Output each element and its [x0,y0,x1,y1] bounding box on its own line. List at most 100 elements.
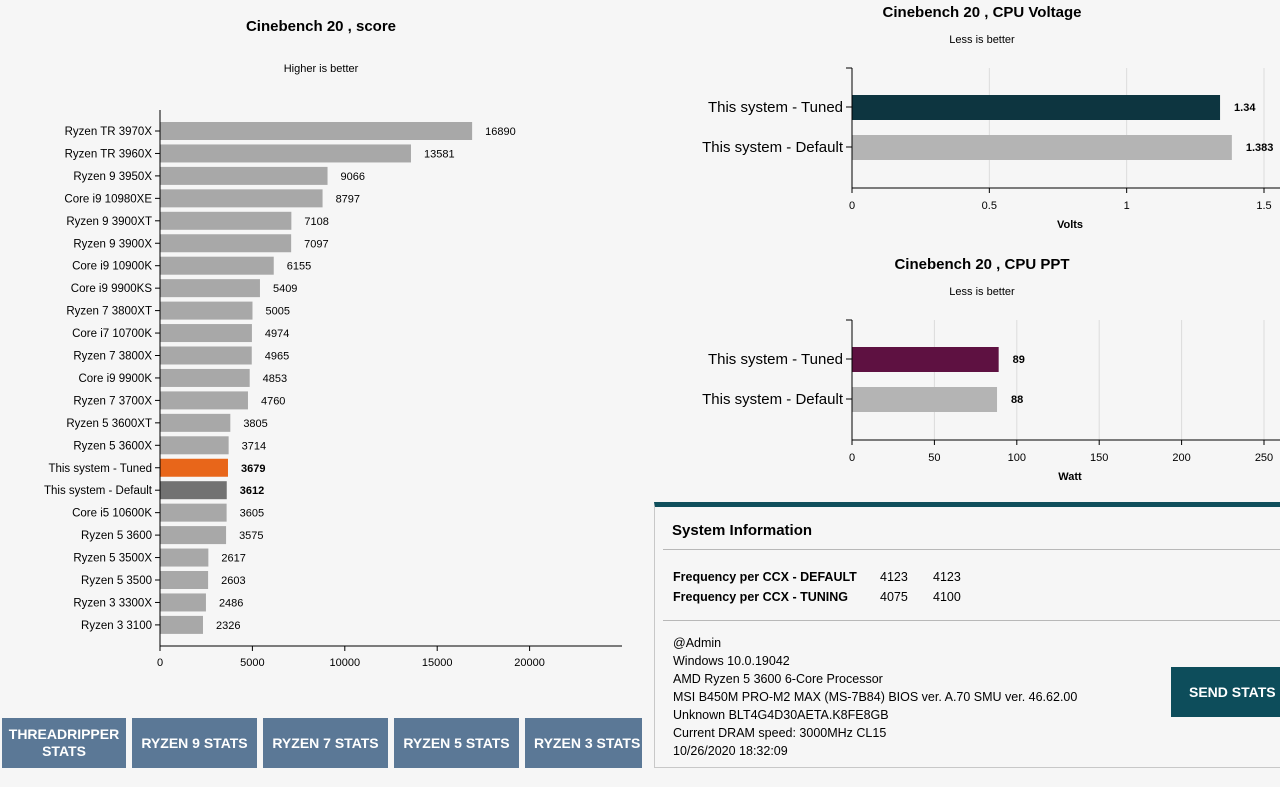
category-label: Core i5 10600K [72,508,152,520]
data-label: 3605 [240,508,264,520]
bar [160,324,252,343]
data-label: 16890 [485,126,516,138]
chart-subtitle: Less is better [949,34,1015,46]
x-tick-label: 1.5 [1256,200,1271,212]
category-label: Ryzen TR 3960X [65,148,153,160]
category-label: Core i9 10980XE [64,193,152,205]
bar [160,301,253,320]
bar [160,122,473,140]
data-label: 1.383 [1246,142,1274,154]
score-chart: Cinebench 20 , score Higher is better Ryze… [44,18,622,669]
bar [160,548,209,567]
ryzen-5-stats-button[interactable]: RYZEN 5 STATS [394,718,519,768]
category-label: Ryzen 9 3900X [73,238,152,250]
category-label: This system - Default [44,485,153,497]
x-tick-label: 0 [849,452,855,464]
divider [663,620,1280,621]
system-information-panel: System Information Frequency per CCX - D… [654,502,1280,768]
memory-info: Unknown BLT4G4D30AETA.K8FE8GB [673,708,889,722]
data-label: 4974 [265,328,289,340]
ryzen-9-stats-button[interactable]: RYZEN 9 STATS [132,718,257,768]
category-label: This system - Default [702,139,844,156]
category-label: Ryzen 9 3950X [73,171,152,183]
x-tick-label: 1 [1124,200,1130,212]
data-label: 4853 [263,373,287,385]
bar [160,391,248,410]
x-tick-label: 250 [1255,452,1273,464]
category-label: This system - Tuned [708,99,843,116]
bar [160,279,260,298]
bar [160,144,411,163]
bar [160,526,227,545]
data-label: 8797 [336,193,360,205]
bar [160,368,250,387]
x-axis-label: Volts [1057,219,1083,231]
data-label: 9066 [341,171,365,183]
bar [160,436,229,455]
category-label: Ryzen TR 3970X [65,126,153,138]
x-tick-label: 0 [157,657,163,669]
category-label: Ryzen 5 3600XT [66,418,152,430]
stats-button-row: THREADRIPPER STATS RYZEN 9 STATS RYZEN 7… [2,718,642,768]
x-tick-label: 150 [1090,452,1108,464]
data-label: 13581 [424,148,455,160]
data-label: 3679 [241,463,265,475]
bar [160,256,274,275]
category-label: Core i9 9900KS [71,283,153,295]
os-version: Windows 10.0.19042 [673,654,790,668]
category-label: Ryzen 3 3100 [81,620,152,632]
data-label: 5409 [273,283,297,295]
data-label: 89 [1013,354,1025,366]
cpu-name: AMD Ryzen 5 3600 6-Core Processor [673,672,883,686]
bar [160,413,231,432]
data-label: 3805 [243,418,267,430]
x-tick-label: 100 [1008,452,1026,464]
bar [160,593,206,612]
category-label: Ryzen 5 3500 [81,575,152,587]
threadripper-stats-button[interactable]: THREADRIPPER STATS [2,718,126,768]
data-label: 2486 [219,597,243,609]
x-tick-label: 20000 [514,657,545,669]
freq-default-row: Frequency per CCX - DEFAULT 4123 4123 [673,570,986,584]
voltage-chart: Cinebench 20 , CPU Voltage Less is better… [702,4,1280,231]
x-tick-label: 0 [849,200,855,212]
chart-title: Cinebench 20 , score [246,18,396,35]
divider [663,549,1280,550]
category-label: Core i9 9900K [78,373,152,385]
category-label: Ryzen 7 3700X [73,395,152,407]
data-label: 4965 [265,351,289,363]
freq-default-ccx2: 4123 [933,570,961,584]
category-label: Ryzen 7 3800X [73,351,152,363]
bar [160,571,209,589]
category-label: Ryzen 5 3500X [73,553,152,565]
freq-tuning-ccx2: 4100 [933,590,961,604]
user-name: @Admin [673,636,722,650]
category-label: Ryzen 5 3600 [81,530,152,542]
chart-subtitle: Less is better [949,286,1015,298]
data-label: 2617 [221,553,245,565]
bar [160,166,328,185]
bar [852,135,1232,160]
bar [160,189,323,208]
dram-speed: Current DRAM speed: 3000MHz CL15 [673,726,887,740]
ryzen-7-stats-button[interactable]: RYZEN 7 STATS [263,718,388,768]
data-label: 3612 [240,485,264,497]
x-tick-label: 15000 [422,657,453,669]
data-label: 3714 [242,440,266,452]
x-axis-label: Watt [1058,471,1082,483]
system-details: @Admin Windows 10.0.19042 AMD Ryzen 5 36… [673,634,1077,760]
timestamp: 10/26/2020 18:32:09 [673,744,788,758]
x-tick-label: 50 [928,452,940,464]
ppt-chart: Cinebench 20 , CPU PPT Less is better 0 50 1… [702,256,1280,483]
freq-default-ccx1: 4123 [880,570,908,584]
category-label: Ryzen 5 3600X [73,440,152,452]
send-stats-button[interactable]: SEND STATS [1171,667,1280,717]
bar [160,481,227,500]
x-tick-label: 0.5 [982,200,997,212]
data-label: 88 [1011,394,1023,406]
bar [160,458,228,477]
category-label: Core i9 10900K [72,261,152,273]
freq-default-label: Frequency per CCX - DEFAULT [673,570,857,584]
category-label: This system - Default [702,391,844,408]
ryzen-3-stats-button[interactable]: RYZEN 3 STATS [525,718,642,768]
